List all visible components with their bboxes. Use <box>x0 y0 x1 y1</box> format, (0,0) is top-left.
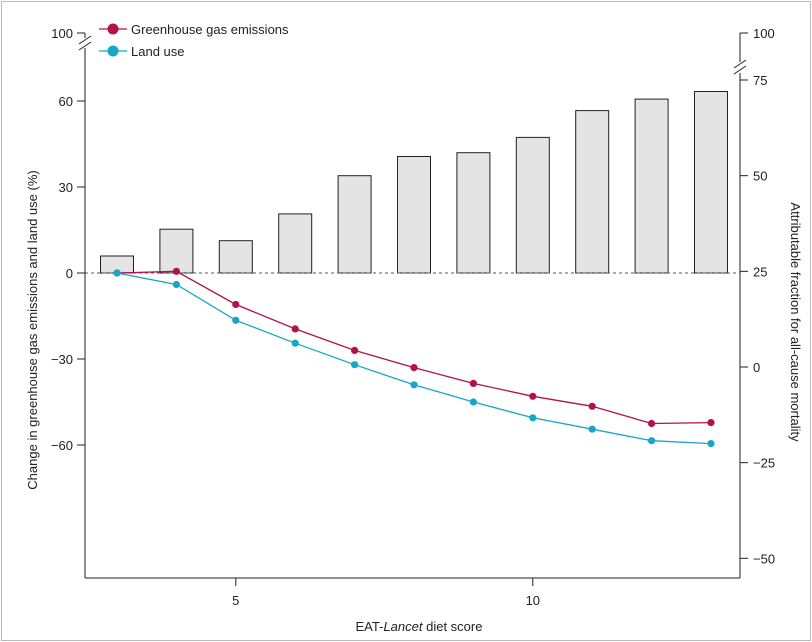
left-tick-label--30: −30 <box>51 352 73 367</box>
bar-12 <box>634 98 669 274</box>
x-tick-label-10: 10 <box>526 593 540 608</box>
y-axis-label-left: Change in greenhouse gas emissions and l… <box>25 170 40 489</box>
legend: Greenhouse gas emissions Land use <box>99 22 289 59</box>
series-0-point-4 <box>172 267 180 275</box>
bar-6 <box>278 213 313 274</box>
bar-4 <box>159 228 194 274</box>
series-0-point-7 <box>351 346 359 354</box>
right-tick-label-25: 25 <box>753 264 767 279</box>
x-tick-label-5: 5 <box>232 593 239 608</box>
x-axis-label-prefix: EAT- <box>356 619 384 634</box>
legend-label-0: Greenhouse gas emissions <box>131 22 289 37</box>
series-0-point-11 <box>588 402 596 410</box>
bar-10 <box>515 136 550 274</box>
right-tick-label-75: 75 <box>753 73 767 88</box>
series-0-point-8 <box>410 364 418 372</box>
left-tick-label-30: 30 <box>59 180 73 195</box>
x-axis-label-suffix: diet score <box>423 619 483 634</box>
left-tick-label-100: 100 <box>51 26 73 41</box>
series-1-point-3 <box>113 269 121 277</box>
bar-9 <box>456 152 491 274</box>
series-1-point-7 <box>351 361 359 369</box>
series-0-point-9 <box>469 379 477 387</box>
series-1-point-8 <box>410 381 418 389</box>
left-tick-label-60: 60 <box>59 94 73 109</box>
y-axis-label-right: Attributable fraction for all-cause mort… <box>788 202 803 442</box>
series-1-point-4 <box>172 280 180 289</box>
left-tick-label-0: 0 <box>66 266 73 281</box>
bar-7 <box>337 175 372 274</box>
axes-layer: 100 60 30 0 −30 −60 100 75 50 25 0 −25 −50 5 10 <box>51 26 775 608</box>
right-tick-label-50: 50 <box>753 169 767 184</box>
legend-marker-0 <box>107 23 119 35</box>
left-axis-break-mark-2 <box>78 41 92 51</box>
right-tick-label-0: 0 <box>753 360 760 375</box>
series-1-point-9 <box>469 398 477 406</box>
series-line-0 <box>116 270 712 425</box>
legend-marker-1 <box>107 45 119 57</box>
series-1-point-10 <box>529 414 537 422</box>
series-0-point-6 <box>291 325 299 333</box>
left-tick-label--60: −60 <box>51 438 73 453</box>
series-1-point-13 <box>707 440 715 448</box>
series-1-point-6 <box>291 339 299 347</box>
bar-13 <box>694 91 728 274</box>
right-tick-label-100: 100 <box>753 26 775 41</box>
series-0-point-12 <box>648 419 656 428</box>
bar-8 <box>397 156 431 274</box>
right-tick-label--50: −50 <box>753 551 775 566</box>
left-axis-break-mark-1 <box>78 35 92 45</box>
x-axis-label-italic: Lancet <box>383 619 423 634</box>
series-1-point-12 <box>648 437 656 445</box>
bar-5 <box>218 240 253 274</box>
right-axis-break-mark-1 <box>733 59 747 69</box>
series-1-point-5 <box>232 316 240 324</box>
series-0-point-5 <box>232 300 240 309</box>
series-layer <box>113 267 715 448</box>
series-0-point-13 <box>707 419 715 427</box>
x-axis-label: EAT-Lancet diet score <box>356 619 483 634</box>
right-tick-label--25: −25 <box>753 456 775 471</box>
series-line-1 <box>116 272 712 445</box>
right-axis-break-mark-2 <box>733 65 747 75</box>
series-0-point-10 <box>529 392 537 400</box>
series-1-point-11 <box>588 425 596 433</box>
bars-layer <box>100 91 728 274</box>
bar-11 <box>575 110 610 274</box>
legend-label-1: Land use <box>131 44 185 59</box>
